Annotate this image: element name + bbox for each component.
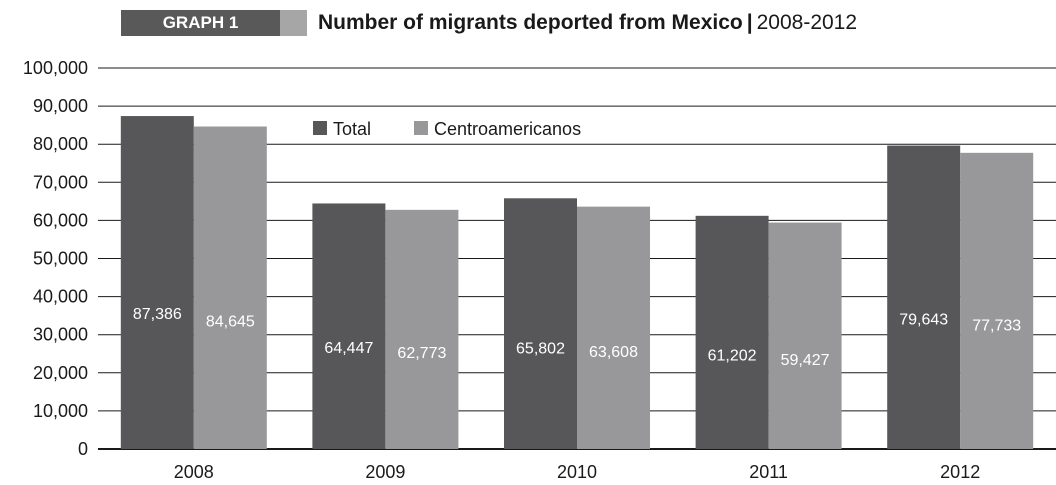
bar-value-label: 64,447: [324, 340, 373, 357]
chart-header: GRAPH 1 Number of migrants deported from…: [0, 0, 1056, 44]
bar-centroamericanos-2011: [768, 222, 842, 449]
y-tick-label: 20,000: [33, 363, 88, 383]
bar-total-2012: [887, 145, 961, 449]
y-tick-label: 40,000: [33, 287, 88, 307]
legend-centroamericanos-swatch: [414, 121, 428, 135]
bar-centroamericanos-2012: [960, 152, 1034, 449]
bar-value-label: 62,773: [397, 345, 446, 362]
y-tick-label: 90,000: [33, 96, 88, 116]
bar-series: [120, 116, 1034, 450]
bar-value-label: 77,733: [972, 318, 1021, 335]
bar-value-label: 87,386: [133, 306, 182, 323]
y-tick-label: 60,000: [33, 210, 88, 230]
bar-value-label: 79,643: [899, 312, 948, 329]
x-tick-label: 2008: [174, 462, 214, 482]
x-tick-label: 2010: [557, 462, 597, 482]
legend-total-label: Total: [333, 119, 371, 139]
x-tick-label: 2011: [749, 462, 788, 482]
y-tick-label: 30,000: [33, 325, 88, 345]
legend-centroamericanos-label: Centroamericanos: [434, 119, 581, 139]
x-axis: 2008 2009 2010 2011 2012: [174, 462, 980, 482]
x-tick-label: 2009: [365, 462, 405, 482]
chart-title-years: 2008-2012: [756, 11, 858, 34]
x-tick-label: 2012: [940, 462, 980, 482]
bar-value-label: 65,802: [516, 341, 565, 358]
chart-title-separator: |: [746, 11, 753, 34]
chart-title-main: Number of migrants deported from Mexico: [318, 11, 743, 34]
legend: Total Centroamericanos: [313, 119, 581, 139]
bar-value-label: 61,202: [708, 347, 757, 364]
y-tick-label: 70,000: [33, 172, 88, 192]
y-tick-label: 10,000: [33, 401, 88, 421]
y-axis: 0 10,000 20,000 30,000 40,000 50,000 60,000 70,…: [23, 58, 88, 459]
graph-tag-light-block: [280, 10, 307, 36]
y-tick-label: 50,000: [33, 249, 88, 269]
bar-value-label: 63,608: [589, 344, 638, 361]
graph-tag-label: GRAPH 1: [162, 13, 239, 32]
graph-tag-dark-block: [121, 10, 280, 36]
bar-total-2011: [695, 215, 769, 449]
bar-value-label: 84,645: [206, 313, 255, 330]
legend-total-swatch: [313, 121, 327, 135]
bar-total-2010: [504, 198, 577, 449]
chart-title: Number of migrants deported from Mexico |…: [318, 8, 857, 38]
bar-total-2008: [120, 116, 194, 450]
y-tick-label: 0: [78, 439, 88, 459]
bar-total-2009: [312, 203, 386, 449]
bar-centroamericanos-2010: [577, 206, 650, 449]
bar-centroamericanos-2008: [193, 126, 267, 449]
bar-centroamericanos-2009: [385, 209, 459, 449]
bar-value-label: 59,427: [781, 352, 830, 369]
y-tick-label: 80,000: [33, 134, 88, 154]
y-tick-label: 100,000: [23, 58, 88, 78]
data-labels: 87,386 84,645 64,447 62,773 65,802 63,608 61,2…: [133, 306, 1021, 369]
